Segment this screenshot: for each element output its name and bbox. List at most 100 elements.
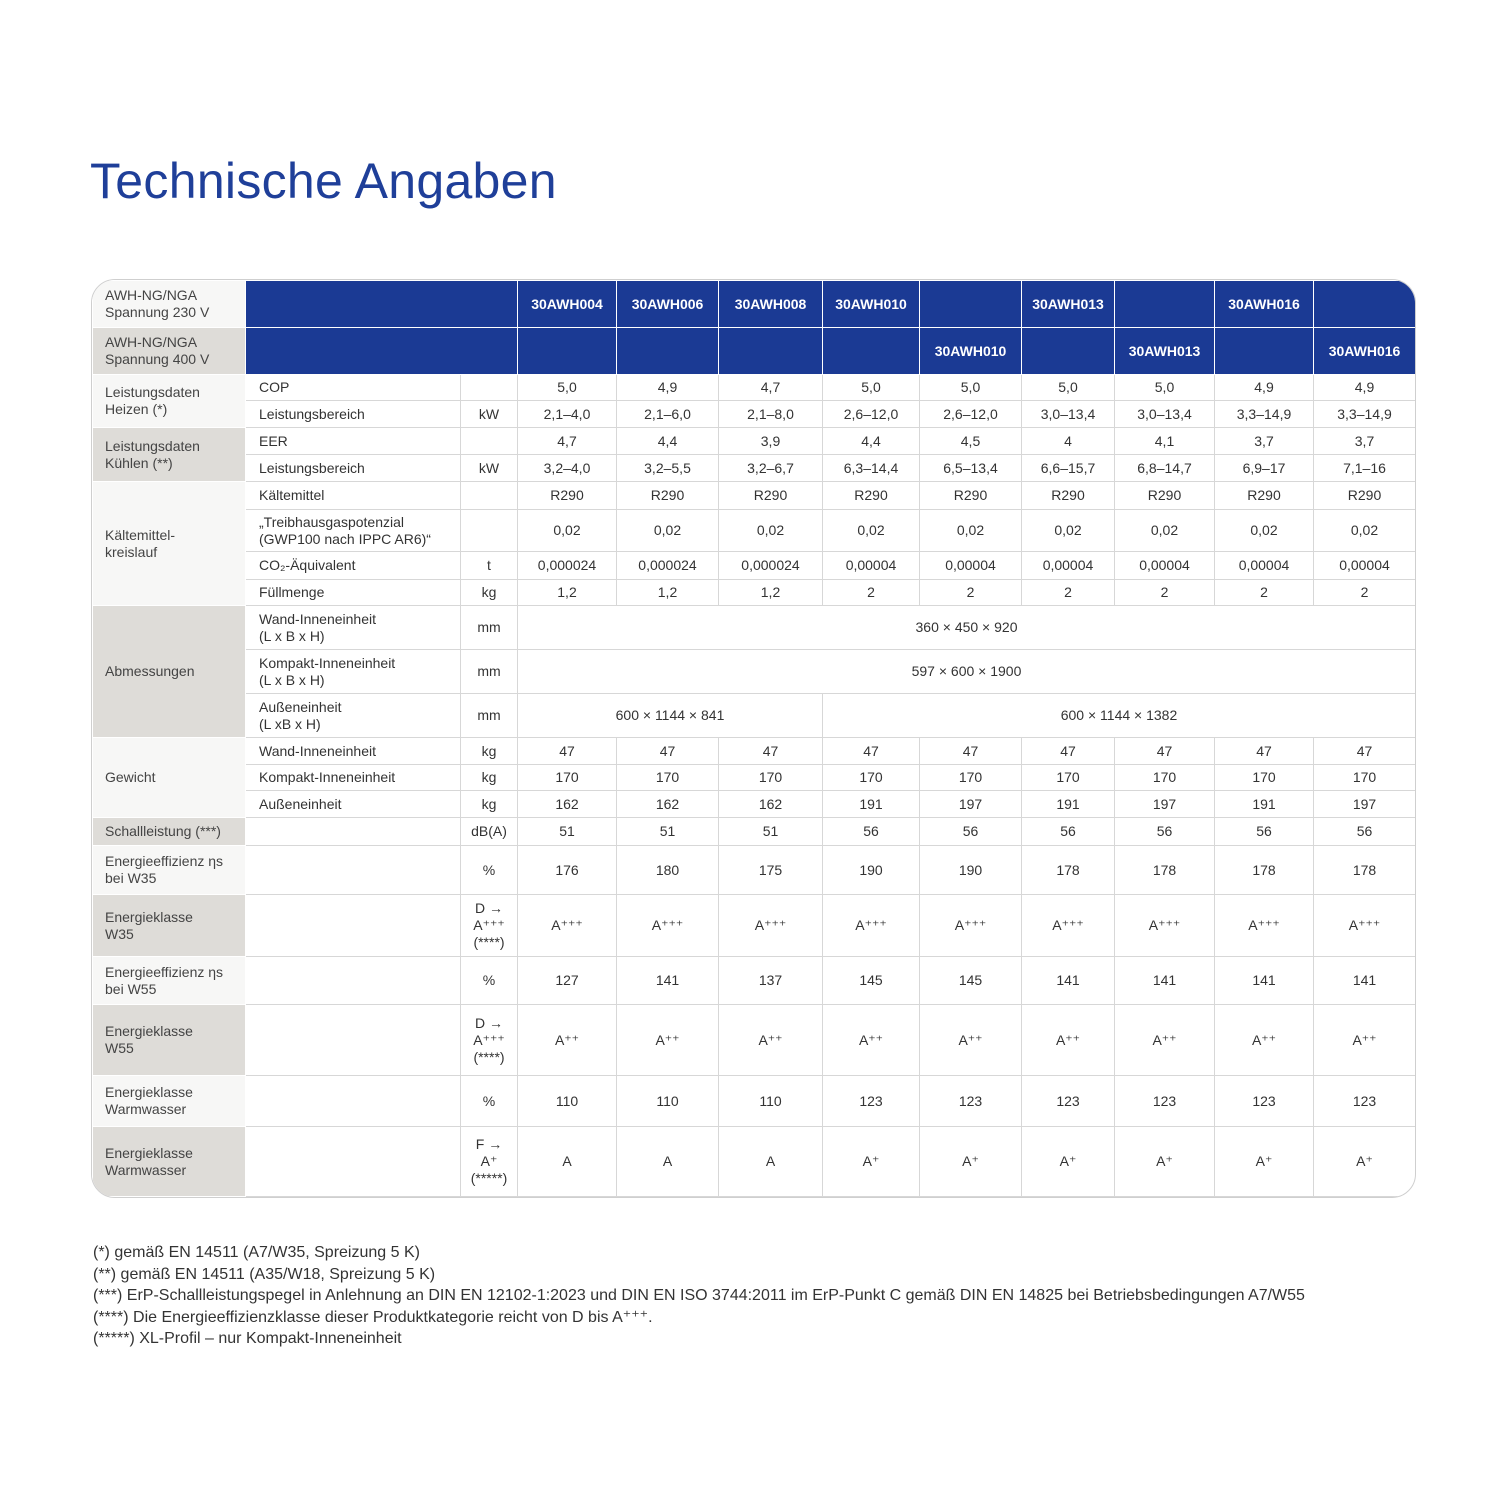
data-row: Kompakt-Inneneinheit kg 170 170 170 170 170 170…	[93, 764, 1415, 791]
value-cell: A	[616, 1126, 719, 1197]
data-row: Kältemittel- kreislauf Kältemittel R290 R29…	[92, 481, 1415, 606]
data-row: Energieklasse W55 D → A⁺⁺⁺ (****) A⁺⁺ A⁺⁺ A⁺…	[92, 1004, 1415, 1076]
value-cell: 170	[1214, 764, 1314, 791]
value-cell: R290	[822, 481, 920, 510]
page-title: Technische Angaben	[90, 153, 557, 209]
value-cell: 3,3–14,9	[1214, 400, 1314, 428]
value-cell: 5,0	[517, 374, 617, 401]
value-cell: A⁺	[1021, 1126, 1115, 1197]
model-header: 30AWH016	[1313, 327, 1415, 375]
row-group-label: Leistungsdaten Kühlen (**)	[92, 427, 246, 482]
value-cell: 0,02	[1313, 509, 1415, 552]
value-cell: 2,1–6,0	[616, 400, 719, 428]
value-cell: A⁺⁺	[1214, 1004, 1314, 1076]
row-label: Kompakt-Inneneinheit	[245, 764, 461, 791]
value-cell: 0,02	[616, 509, 719, 552]
value-cell: A⁺⁺	[919, 1004, 1022, 1076]
unit: mm	[460, 693, 518, 738]
value-cell: A⁺⁺	[1114, 1004, 1215, 1076]
model-header	[1114, 280, 1215, 328]
value-cell: R290	[718, 481, 823, 510]
value-cell: 3,0–13,4	[1021, 400, 1115, 428]
value-cell: 51	[718, 817, 823, 846]
model-header	[1021, 327, 1115, 375]
value-cell: A⁺⁺⁺	[1313, 894, 1415, 957]
value-cell: 141	[1114, 956, 1215, 1005]
value-cell: 2	[1021, 579, 1115, 606]
model-header	[517, 327, 617, 375]
value-cell: A⁺⁺	[1021, 1004, 1115, 1076]
value-cell: 0,02	[822, 509, 920, 552]
unit	[460, 427, 518, 455]
model-header	[1313, 280, 1415, 328]
value-cell: A⁺	[919, 1126, 1022, 1197]
data-row: Leistungsdaten Heizen (*) COP 5,0 4,9 4,7 5,0…	[92, 374, 1415, 428]
value-cell: 123	[1214, 1075, 1314, 1127]
value-cell: 4,4	[822, 427, 920, 455]
model-header	[616, 327, 719, 375]
value-cell: 137	[718, 956, 823, 1005]
value-cell: 6,5–13,4	[919, 454, 1022, 482]
row-label	[245, 817, 461, 846]
row-label: Kompakt-Inneneinheit (L x B x H)	[245, 649, 461, 694]
value-cell: 47	[1214, 737, 1314, 765]
row-group-label: AWH-NG/NGA Spannung 400 V	[92, 327, 246, 375]
value-cell: 5,0	[919, 374, 1022, 401]
value-cell: 127	[517, 956, 617, 1005]
model-header	[919, 280, 1022, 328]
value-cell: A⁺⁺⁺	[822, 894, 920, 957]
data-row: Füllmenge kg 1,2 1,2 1,2 2 2 2 2 2 2	[93, 579, 1415, 606]
value-cell: 0,00004	[1021, 551, 1115, 580]
value-cell: 162	[616, 790, 719, 818]
value-cell: A⁺⁺⁺	[517, 894, 617, 957]
value-cell: 3,9	[718, 427, 823, 455]
value-cell: 110	[616, 1075, 719, 1127]
row-group-label: Energieeffizienz ηs bei W55	[92, 956, 246, 1005]
unit: mm	[460, 605, 518, 650]
footnote: (***) ErP-Schallleistungspegel in Anlehn…	[93, 1287, 1305, 1304]
value-cell: 0,02	[1214, 509, 1314, 552]
value-cell: 123	[822, 1075, 920, 1127]
value-cell: 2,1–8,0	[718, 400, 823, 428]
value-cell: 47	[822, 737, 920, 765]
value-cell: 178	[1114, 845, 1215, 895]
value-cell: 2,6–12,0	[822, 400, 920, 428]
header-row: AWH-NG/NGA Spannung 230 V 30AWH004 30AWH00…	[92, 280, 1415, 328]
unit: mm	[460, 649, 518, 694]
value-cell: 175	[718, 845, 823, 895]
value-cell: 56	[822, 817, 920, 846]
data-row: Energieklasse Warmwasser F → A⁺ (*****) A A…	[92, 1126, 1415, 1197]
footnote: (*****) XL-Profil – nur Kompakt-Innenein…	[93, 1330, 402, 1347]
value-cell: 170	[1313, 764, 1415, 791]
model-header: 30AWH006	[616, 280, 719, 328]
data-row: Energieklasse Warmwasser% 110 110 110 123 123…	[92, 1075, 1415, 1127]
row-group-label: Energieeffizienz ηs bei W35	[92, 845, 246, 895]
value-cell: 190	[919, 845, 1022, 895]
row-label: Wand-Inneneinheit	[245, 737, 461, 765]
row-group-label: Energieklasse Warmwasser	[92, 1075, 246, 1127]
row-group-label: Kältemittel- kreislauf	[92, 481, 246, 606]
row-group-label: Energieklasse Warmwasser	[92, 1126, 246, 1197]
row-label	[245, 1004, 461, 1076]
table-body: AWH-NG/NGA Spannung 230 V 30AWH004 30AWH00…	[92, 280, 1415, 1197]
row-group-label: Gewicht	[92, 737, 246, 818]
model-header: 30AWH016	[1214, 280, 1314, 328]
value-cell: 600 × 1144 × 841	[517, 693, 823, 738]
value-cell: 3,2–5,5	[616, 454, 719, 482]
value-cell: 141	[616, 956, 719, 1005]
model-header: 30AWH010	[919, 327, 1022, 375]
model-header	[718, 327, 823, 375]
value-cell: 47	[1313, 737, 1415, 765]
value-cell: 123	[1313, 1075, 1415, 1127]
value-cell: A⁺⁺⁺	[616, 894, 719, 957]
value-cell: 2	[1214, 579, 1314, 606]
data-row: Energieeffizienz ηs bei W55% 127 141 137 145…	[92, 956, 1415, 1005]
value-cell: 123	[919, 1075, 1022, 1127]
value-cell: 4,9	[1313, 374, 1415, 401]
value-cell: 170	[1021, 764, 1115, 791]
value-cell: 597 × 600 × 1900	[517, 649, 1415, 694]
value-cell: A	[517, 1126, 617, 1197]
model-header: 30AWH004	[517, 280, 617, 328]
value-cell: 0,00004	[1214, 551, 1314, 580]
